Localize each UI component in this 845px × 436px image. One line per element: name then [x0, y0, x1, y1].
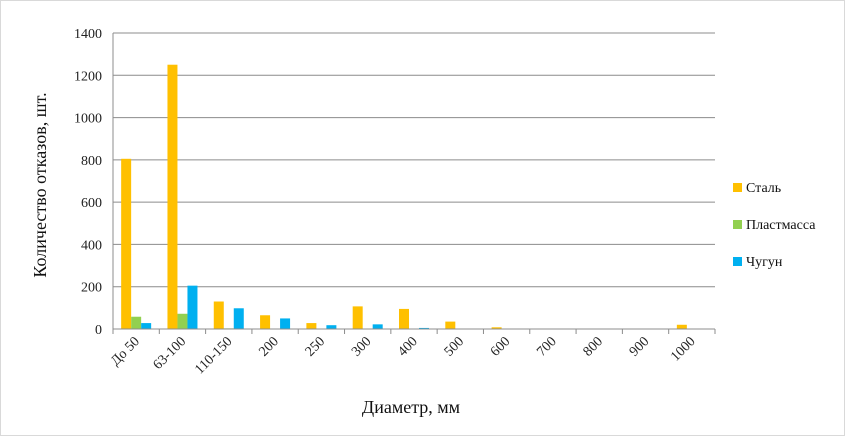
axes: [112, 33, 716, 334]
bar: [260, 315, 271, 329]
y-tick-label: 800: [81, 154, 102, 169]
x-tick-label: 63-100: [151, 334, 190, 373]
legend-label-cast-iron: Чугун: [746, 255, 783, 270]
y-tick-label: 0: [95, 323, 102, 338]
bar: [280, 318, 291, 329]
x-tick-label: 400: [395, 334, 420, 359]
x-tick-label: 700: [534, 334, 559, 359]
x-tick-label: 1000: [668, 334, 698, 364]
y-axis-title: Количество отказов, шт.: [30, 92, 50, 277]
x-tick-label: 200: [256, 334, 281, 359]
bar: [326, 325, 337, 329]
x-tick-label: 900: [627, 334, 652, 359]
bar: [445, 321, 456, 329]
bar: [213, 301, 224, 329]
bar: [491, 327, 502, 329]
x-tick-label: 250: [303, 334, 328, 359]
gridlines: [113, 32, 715, 288]
legend-swatch-cast-iron: [733, 257, 742, 266]
y-tick-label: 200: [81, 281, 102, 296]
y-tick-label: 600: [81, 196, 102, 211]
bar: [233, 308, 244, 329]
x-tick-label: До 50: [108, 334, 143, 369]
legend-label-plastic: Пластмасса: [746, 218, 816, 233]
x-axis-title: Диаметр, мм: [362, 397, 460, 417]
x-tick-label: 600: [488, 334, 513, 359]
bar: [306, 323, 317, 329]
x-tick-label: 110-150: [192, 334, 235, 377]
y-tick-label: 400: [81, 238, 102, 253]
bar: [177, 313, 188, 329]
bar: [131, 316, 142, 329]
y-tick-label: 1200: [74, 69, 102, 84]
y-tick-labels: 0 200 400 600 800 1000 1200 1400: [74, 27, 102, 338]
bar: [167, 64, 178, 329]
bar: [141, 323, 152, 329]
legend-swatch-plastic: [733, 220, 742, 229]
bar: [676, 324, 687, 329]
bar: [372, 324, 383, 329]
y-tick-label: 1000: [74, 112, 102, 127]
legend-swatch-steel: [733, 183, 742, 192]
bar: [419, 327, 429, 329]
bar: [187, 285, 198, 329]
legend: Сталь Пластмасса Чугун: [733, 181, 816, 270]
bar: [352, 306, 363, 329]
bar: [399, 308, 409, 329]
y-tick-label: 1400: [74, 27, 102, 42]
bars: [121, 64, 687, 329]
x-tick-labels: До 50 63-100 110-150 200 250 300 400 500 600 700 8…: [108, 334, 698, 377]
x-tick-label: 300: [349, 334, 374, 359]
bar: [121, 158, 132, 329]
x-tick-label: 800: [581, 334, 606, 359]
legend-label-steel: Сталь: [746, 181, 781, 196]
x-tick-label: 500: [442, 334, 467, 359]
